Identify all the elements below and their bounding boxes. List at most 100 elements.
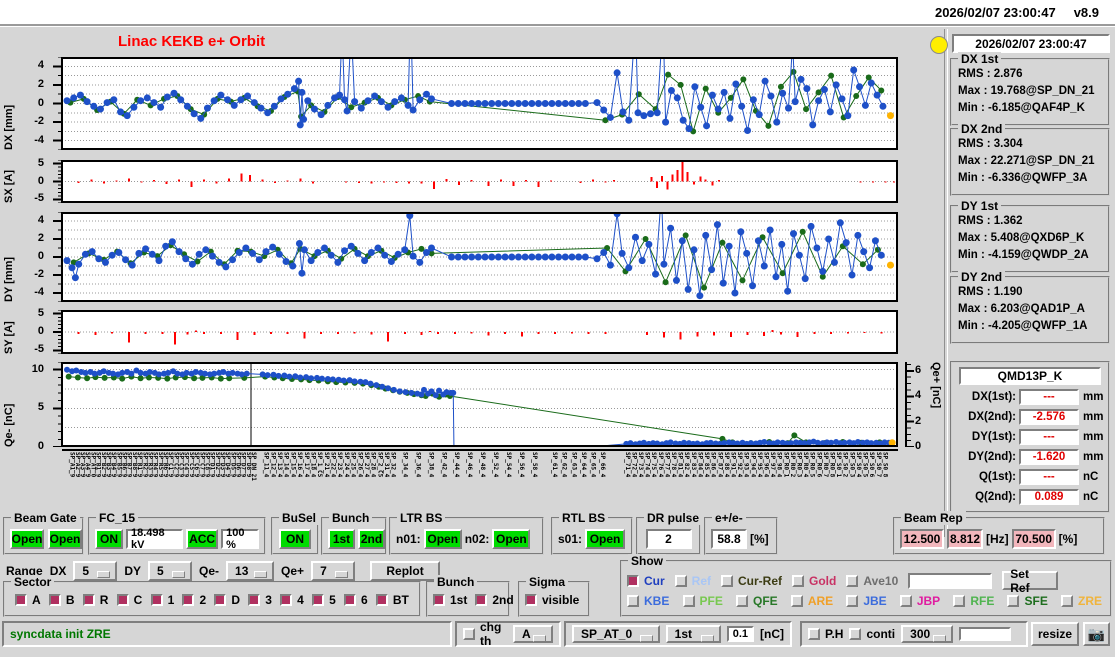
checkbox-cur[interactable]: Cur	[627, 574, 665, 588]
bpm-x-axis-labels: SP_A1_9 SP_A2_9 SP_A3_9 SP_A4_9 SP_AT_0 SP_B1…	[62, 449, 898, 515]
x-axis-label: SP_27_4	[362, 452, 370, 478]
fc15-percent-field[interactable]: 100 %	[221, 527, 259, 551]
y-tick-label: 4	[37, 214, 44, 226]
range-dy-dropdown[interactable]: 5	[148, 561, 193, 581]
checkbox-box	[682, 595, 695, 607]
ltr-n02-open-button[interactable]: Open	[492, 529, 531, 549]
fc15-on-button[interactable]: ON	[95, 529, 123, 549]
e-ratio-field[interactable]: 58.8	[711, 529, 747, 549]
dr-pulse-field[interactable]: 2	[645, 529, 692, 549]
camera-icon[interactable]: 📷	[1083, 622, 1110, 646]
monitor-value: -1.620	[1019, 449, 1079, 465]
monitor-label: Q(1st):	[978, 471, 1016, 483]
checkbox-d[interactable]: D	[214, 593, 240, 607]
monitor-name-field[interactable]: QMD13P_K	[959, 367, 1101, 385]
e-ratio-group: e+/e- 58.8 [%]	[704, 511, 778, 555]
checkbox-gold[interactable]: Gold	[792, 574, 836, 588]
checkbox-label: B	[65, 593, 75, 607]
qe-chart: Qe- [nC] 0 5 10	[0, 362, 950, 452]
fc15-acc-button[interactable]: ACC	[186, 529, 219, 549]
checkbox-ave10[interactable]: Ave10	[846, 574, 898, 588]
ph-checkbox[interactable]: P.H	[808, 627, 843, 641]
threshold-field[interactable]: 0.1	[726, 626, 754, 642]
checkbox-6[interactable]: 6	[343, 593, 368, 607]
y-tick-label: 0	[37, 325, 44, 337]
count-input[interactable]	[959, 627, 1012, 641]
checkbox-2nd[interactable]: 2nd	[475, 593, 514, 607]
checkbox-box	[182, 594, 195, 606]
checkbox-sfe[interactable]: SFE	[1007, 594, 1048, 608]
interval-dropdown[interactable]: 300	[901, 625, 954, 643]
checkbox-3[interactable]: 3	[248, 593, 272, 607]
monitor-unit: mm	[1083, 411, 1104, 423]
bunch-2nd-button[interactable]: 2nd	[358, 529, 385, 549]
bunch-1st-button[interactable]: 1st	[328, 529, 355, 549]
monitor-label: DX(2nd):	[968, 411, 1016, 423]
checkbox-visible[interactable]: visible	[525, 593, 579, 607]
x-axis-label: SP_R0_6	[815, 452, 823, 478]
checkbox-4[interactable]: 4	[280, 593, 304, 607]
x-axis-label: SP_21_4	[322, 452, 330, 478]
set-ref-button[interactable]: Set Ref	[1002, 567, 1059, 595]
conti-checkbox[interactable]: conti	[849, 627, 895, 641]
x-axis-label: SP_88_4	[722, 452, 730, 478]
checkbox-1[interactable]: 1	[150, 593, 174, 607]
beam-gate-1-button[interactable]: Open	[10, 529, 44, 549]
checkbox-label: 5	[329, 593, 336, 607]
busel-on-button[interactable]: ON	[279, 529, 311, 549]
checkbox-jbe[interactable]: JBE	[846, 594, 887, 608]
checkbox-b[interactable]: B	[48, 593, 75, 607]
checkbox-are[interactable]: ARE	[790, 594, 833, 608]
stat-max: Max : 6.203@QAD1P_A	[958, 303, 1085, 315]
rtl-s01-open-button[interactable]: Open	[585, 529, 626, 549]
x-axis-label: SP_44_4	[453, 452, 461, 478]
ref-name-input[interactable]	[908, 572, 993, 589]
checkbox-r[interactable]: R	[82, 593, 108, 607]
y2-tick-label: 6	[915, 363, 922, 376]
rtl-bs-group: RTL BS s01: Open	[551, 511, 633, 555]
checkbox-bt[interactable]: BT	[375, 593, 409, 607]
x-axis-label: SP_A1_9	[68, 452, 76, 478]
x-axis-label: SP_93_4	[742, 452, 750, 478]
y2-tick-label: 4	[915, 389, 922, 402]
checkbox-jbp[interactable]: JBP	[899, 594, 940, 608]
resize-button[interactable]: resize	[1031, 622, 1079, 646]
checkbox-cur-ref[interactable]: Cur-Ref	[721, 574, 782, 588]
checkbox-label: 1st	[450, 593, 468, 607]
beam-gate-2-button[interactable]: Open	[48, 529, 82, 549]
range-dx-dropdown[interactable]: 5	[73, 561, 118, 581]
chg-th-checkbox[interactable]: chg th	[463, 620, 507, 648]
bunch-dropdown[interactable]: 1st	[665, 625, 721, 643]
ltr-n01-open-button[interactable]: Open	[423, 529, 462, 549]
checkbox-c[interactable]: C	[116, 593, 142, 607]
checkbox-qfe[interactable]: QFE	[736, 594, 778, 608]
checkbox-kbe[interactable]: KBE	[627, 594, 669, 608]
checkbox-box	[627, 574, 639, 587]
checkbox-label: ZRE	[1077, 594, 1102, 608]
x-axis-label: SP_S0_1	[835, 452, 843, 478]
checkbox-rfe[interactable]: RFE	[953, 594, 994, 608]
range-qe-minus-dropdown[interactable]: 13	[226, 561, 275, 581]
checkbox-a[interactable]: A	[15, 593, 41, 607]
titlebar-version: v8.9	[1073, 4, 1099, 20]
dy-chart: DY [mm] -4 -2 0 2 4	[0, 212, 950, 302]
sector-a-dropdown[interactable]: A	[513, 625, 553, 643]
checkbox-box	[849, 628, 862, 640]
checkbox-pfe[interactable]: PFE	[682, 594, 723, 608]
checkbox-5[interactable]: 5	[312, 593, 336, 607]
x-axis-label: SP_46_4	[466, 452, 474, 478]
checkbox-box	[375, 594, 388, 606]
x-axis-label: SP_DN_21	[250, 452, 258, 481]
checkbox-ref[interactable]: Ref	[674, 574, 711, 588]
replot-button[interactable]: Replot	[370, 561, 441, 581]
range-qe-plus-dropdown[interactable]: 7	[311, 561, 356, 581]
bpm-dropdown[interactable]: SP_AT_0	[572, 625, 660, 643]
checkbox-zre[interactable]: ZRE	[1060, 594, 1102, 608]
dy-axis-label: DY [mm]	[3, 256, 15, 302]
checkbox-2[interactable]: 2	[182, 593, 206, 607]
x-axis-label: SP_A2_9	[73, 452, 81, 478]
monitor-value: ---	[1019, 469, 1079, 485]
x-axis-label: SP_22_4	[329, 452, 337, 478]
fc15-kv-field[interactable]: 18.498 kV	[126, 527, 184, 551]
checkbox-1st[interactable]: 1st	[433, 593, 467, 607]
